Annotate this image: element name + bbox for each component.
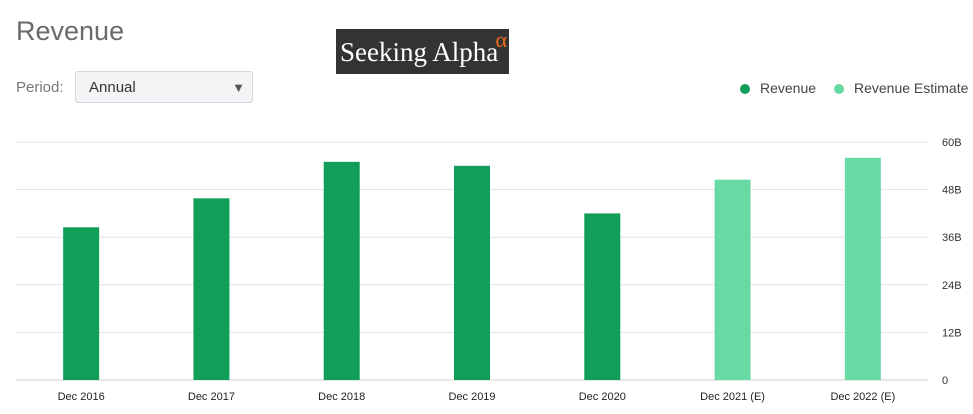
revenue-estimate-legend-dot — [834, 84, 844, 94]
chart-title: Revenue — [16, 16, 125, 46]
bar — [844, 157, 881, 380]
chevron-down-icon: ▼ — [232, 80, 245, 95]
period-select-value: Annual — [89, 79, 136, 96]
x-tick-label: Dec 2019 — [448, 391, 495, 403]
legend-label-revenue-estimate: Revenue Estimate — [854, 80, 969, 96]
alpha-icon: α — [495, 27, 507, 52]
period-label: Period: — [16, 79, 64, 96]
revenue-legend-dot — [740, 84, 750, 94]
x-tick-label: Dec 2021 (E) — [700, 391, 765, 403]
y-tick-label: 48B — [942, 185, 962, 197]
y-tick-label: 0 — [942, 375, 948, 387]
y-tick-label: 60B — [942, 137, 962, 149]
x-tick-label: Dec 2016 — [58, 391, 105, 403]
seeking-alpha-logo: Seeking Alpha α — [336, 27, 509, 74]
legend-item-revenue[interactable]: Revenue — [740, 80, 816, 96]
y-tick-label: 12B — [942, 327, 962, 339]
bar — [63, 227, 100, 380]
y-tick-label: 24B — [942, 280, 962, 292]
bar — [323, 161, 360, 380]
x-tick-label: Dec 2017 — [188, 391, 235, 403]
y-tick-label: 36B — [942, 232, 962, 244]
bar — [454, 165, 490, 380]
period-select[interactable]: Annual ▼ — [75, 71, 253, 103]
revenue-bar-chart: 0 12B 24B 36B 48B 60B Dec 2016 Dec 2017 Dec 2018… — [16, 137, 962, 403]
x-tick-label: Dec 2018 — [318, 391, 365, 403]
logo-text: Seeking Alpha — [340, 37, 499, 67]
legend-label-revenue: Revenue — [760, 80, 817, 96]
legend-item-revenue-estimate[interactable]: Revenue Estimate — [834, 80, 968, 96]
x-tick-label: Dec 2020 — [579, 391, 626, 403]
bar — [193, 198, 230, 380]
bar — [584, 213, 621, 380]
x-tick-label: Dec 2022 (E) — [830, 391, 895, 403]
bar — [714, 179, 751, 380]
